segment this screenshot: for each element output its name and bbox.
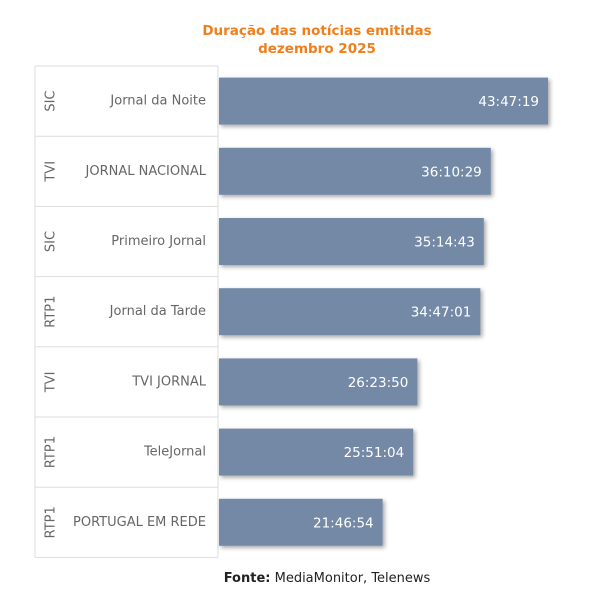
source-note: Fonte: MediaMonitor, Telenews	[0, 571, 590, 586]
channel-tick-label: RTP1	[44, 506, 59, 538]
channel-tick-label: RTP1	[44, 296, 59, 328]
bar	[219, 358, 418, 406]
chart-title: Duração das notícias emitidas	[202, 23, 432, 39]
bar-data-label: 25:51:04	[344, 445, 405, 461]
channel-tick-label: TVI	[44, 161, 59, 183]
bar	[219, 218, 484, 265]
program-tick-label: Primeiro Jornal	[111, 234, 206, 249]
channel-tick-label: SIC	[44, 231, 59, 252]
channel-tick-label: TVI	[44, 372, 59, 394]
bar	[219, 428, 414, 476]
program-tick-label: TVI JORNAL	[131, 374, 207, 389]
chart-title-block: Duração das notícias emitidas dezembro 2…	[0, 22, 590, 58]
bar	[219, 498, 383, 546]
plot-area: SIC Jornal da Noite 43:47:19 TVI JORNAL NACI…	[34, 65, 548, 558]
bar	[219, 77, 548, 125]
bar-data-label: 34:47:01	[411, 305, 472, 321]
program-tick-label: PORTUGAL EM REDE	[73, 515, 206, 530]
bar-data-label: 26:23:50	[348, 375, 409, 391]
bar	[219, 147, 491, 195]
channel-tick-label: SIC	[44, 91, 59, 112]
source-prefix: Fonte:	[223, 571, 271, 586]
chart-subtitle: dezembro 2025	[258, 41, 376, 57]
program-tick-label: TeleJornal	[143, 445, 206, 460]
program-tick-label: Jornal da Tarde	[109, 304, 206, 319]
channel-tick-label: RTP1	[44, 436, 59, 468]
bar-data-label: 43:47:19	[478, 94, 539, 110]
bar-data-label: 35:14:43	[414, 235, 475, 251]
program-tick-label: JORNAL NACIONAL	[85, 164, 207, 179]
source-text: MediaMonitor, Telenews	[270, 571, 431, 586]
bar	[219, 288, 481, 336]
program-tick-label: Jornal da Noite	[109, 94, 206, 109]
bar-data-label: 36:10:29	[421, 164, 482, 180]
bar-data-label: 21:46:54	[313, 515, 374, 531]
